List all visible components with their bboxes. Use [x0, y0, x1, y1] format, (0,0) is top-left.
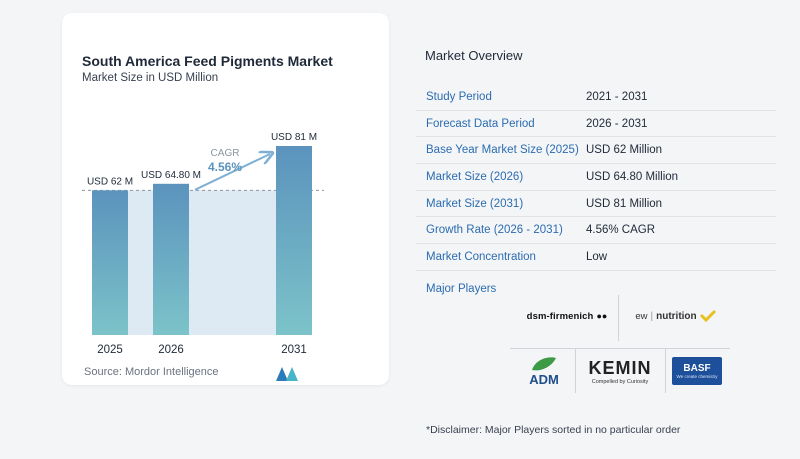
- overview-table: Study Period 2021 - 2031 Forecast Data Pe…: [416, 84, 776, 271]
- cagr-arrow: [194, 154, 270, 191]
- mordor-logo-icon: [276, 367, 298, 381]
- cagr-label: CAGR: [211, 148, 240, 159]
- nutrition-logo-text: nutrition: [656, 310, 697, 322]
- source-text: Source: Mordor Intelligence: [84, 366, 219, 378]
- ew-nutrition-logo: ew | nutrition: [624, 299, 728, 333]
- row-label: Forecast Data Period: [426, 117, 535, 130]
- logo-divider: [618, 295, 619, 341]
- pipe-icon: |: [650, 310, 654, 322]
- row-label: Base Year Market Size (2025): [426, 144, 579, 157]
- dsm-logo-text: dsm-firmenich: [526, 310, 594, 322]
- basf-tagline: We create chemistry: [676, 374, 718, 379]
- row-label: Market Concentration: [426, 250, 536, 263]
- bar-2025: [92, 190, 128, 335]
- table-row: Forecast Data Period 2026 - 2031: [416, 111, 776, 138]
- dsm-firmenich-logo: dsm-firmenich ●●: [518, 301, 616, 331]
- kemin-tagline: Compelled by Curiosity: [591, 378, 649, 385]
- disclaimer: *Disclaimer: Major Players sorted in no …: [426, 424, 681, 436]
- kemin-logo-text: KEMIN: [588, 357, 652, 378]
- row-label: Market Size (2031): [426, 197, 524, 210]
- table-row: Market Size (2026) USD 64.80 Million: [416, 164, 776, 191]
- ew-logo-text: ew: [635, 310, 648, 322]
- logo-divider: [510, 348, 730, 349]
- table-row: Base Year Market Size (2025) USD 62 Milli…: [416, 137, 776, 165]
- row-value: USD 81 Million: [586, 197, 663, 210]
- dots-icon: ●●: [596, 311, 608, 321]
- row-value: Low: [586, 250, 608, 263]
- logo-divider: [575, 349, 576, 393]
- row-value: 4.56% CAGR: [586, 224, 656, 237]
- major-players-title: Major Players: [426, 283, 497, 295]
- bar-2026: [153, 183, 189, 335]
- adm-leaf-icon: [532, 356, 556, 370]
- cagr-value: 4.56%: [208, 160, 242, 174]
- row-value: USD 64.80 Million: [586, 170, 679, 183]
- table-row: Market Size (2031) USD 81 Million: [416, 191, 776, 218]
- baseline-band: [92, 190, 312, 335]
- table-row: Growth Rate (2026 - 2031) 4.56% CAGR: [416, 217, 776, 245]
- overview-title: Market Overview: [425, 48, 523, 63]
- adm-logo-text: ADM: [529, 371, 559, 387]
- nutrition-check-icon: [699, 309, 716, 323]
- logo-divider: [665, 349, 666, 393]
- x-tick-2031: 2031: [281, 344, 307, 356]
- table-row: Study Period 2021 - 2031: [416, 84, 776, 111]
- row-value: 2026 - 2031: [586, 117, 648, 130]
- kemin-logo: KEMIN Compelled by Curiosity: [578, 351, 662, 391]
- value-label-2025: USD 62 M: [87, 176, 133, 187]
- basf-logo-text: BASF: [683, 363, 711, 374]
- chart-subtitle: Market Size in USD Million: [82, 72, 219, 84]
- basf-logo: BASF We create chemistry: [672, 357, 722, 385]
- row-value: USD 62 Million: [586, 144, 663, 157]
- chart-title: South America Feed Pigments Market: [82, 53, 333, 69]
- value-label-2031: USD 81 M: [271, 132, 317, 143]
- bar-2031: [276, 146, 312, 335]
- value-label-2026: USD 64.80 M: [141, 170, 201, 181]
- row-label: Growth Rate (2026 - 2031): [426, 224, 563, 237]
- chart-card: South America Feed Pigments Market Marke…: [62, 13, 389, 385]
- row-label: Market Size (2026): [426, 170, 524, 183]
- x-tick-2026: 2026: [158, 344, 184, 356]
- row-label: Study Period: [426, 90, 492, 103]
- row-value: 2021 - 2031: [586, 90, 648, 103]
- table-row: Market Concentration Low: [416, 244, 776, 271]
- player-logos: dsm-firmenich ●● ew | nutrition ADM KEMI…: [510, 293, 730, 393]
- x-tick-2025: 2025: [97, 344, 123, 356]
- adm-logo: ADM: [516, 351, 572, 391]
